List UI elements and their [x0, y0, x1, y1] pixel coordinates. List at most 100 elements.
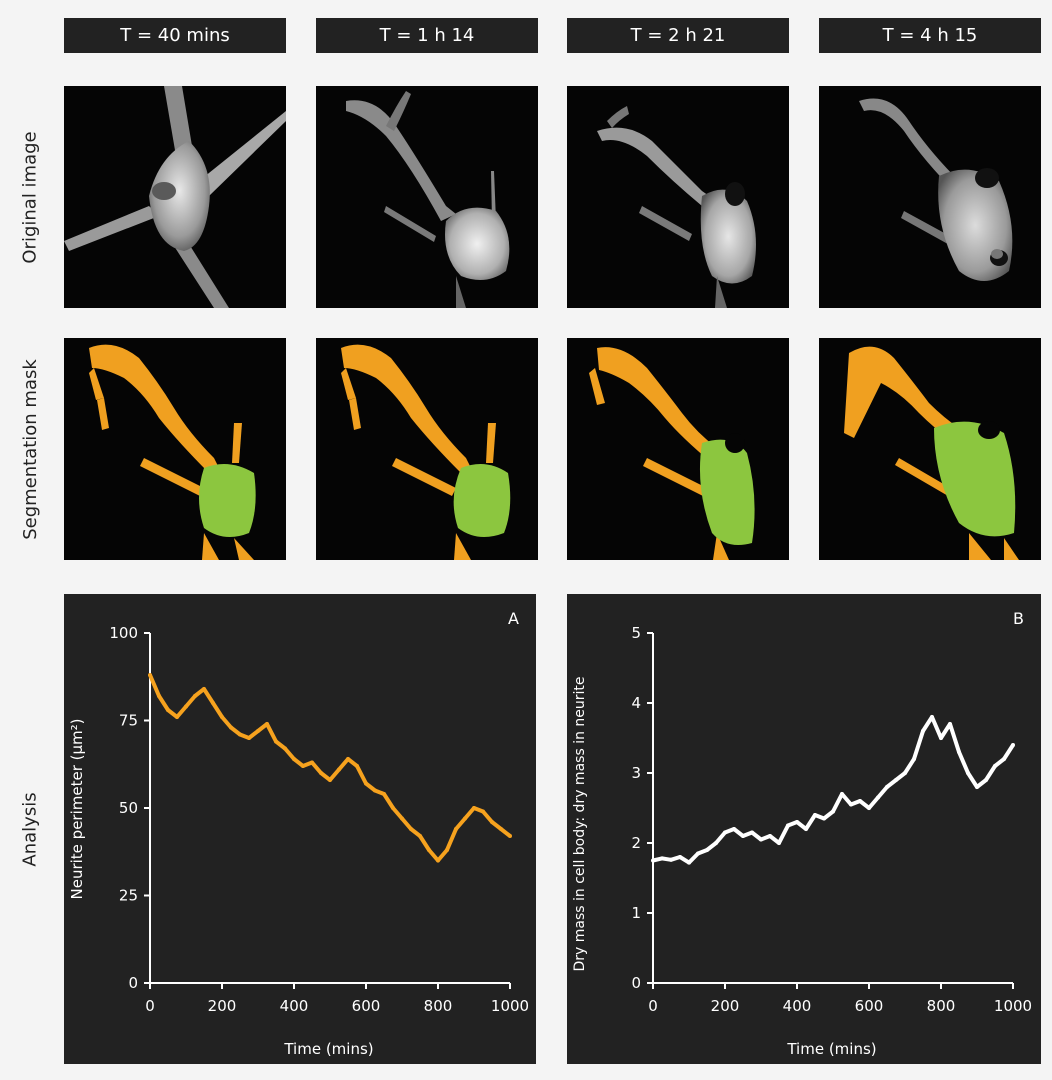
chart-b-data-point: [678, 855, 682, 859]
chart-b-data-point: [777, 841, 781, 845]
original-image-3: [567, 86, 789, 308]
segmentation-mask-1: [64, 338, 286, 560]
chart-b-ytick-label: 2: [631, 834, 641, 852]
chart-a-data-point: [148, 673, 152, 677]
chart-a-data-point: [229, 725, 233, 730]
chart-b-data-point: [993, 764, 997, 768]
chart-b-data-point: [939, 736, 943, 740]
chart-b-data-point: [948, 722, 952, 726]
chart-b-data-point: [714, 841, 718, 845]
chart-a-data-point: [508, 834, 512, 838]
chart-b-data-point: [975, 785, 979, 789]
chart-a-ytick-label: 0: [128, 974, 138, 992]
chart-b-data-point: [822, 816, 826, 821]
chart-a-ytick-label: 75: [119, 712, 138, 730]
chart-a-data-point: [427, 848, 431, 852]
chart-b-data-point: [966, 771, 970, 775]
chart-a-data-point: [337, 767, 341, 772]
column-header-1: T = 40 mins: [64, 18, 286, 53]
row-label-original: Original image: [19, 130, 41, 264]
chart-b-series-line: [652, 715, 1015, 865]
chart-b-data-point: [732, 827, 736, 831]
chart-b-data-point: [741, 834, 745, 838]
chart-b-data-point: [840, 792, 844, 796]
chart-b-data-point: [804, 827, 808, 831]
chart-a-data-point: [445, 848, 449, 852]
chart-a-data-point: [157, 694, 161, 698]
row-label-analysis: Analysis: [19, 791, 41, 867]
chart-a-xtick-label: 800: [424, 997, 453, 1015]
chart-b-ytick-label: 1: [631, 904, 641, 922]
chart-a-xtick-label: 0: [145, 997, 155, 1015]
chart-b-data-point: [687, 860, 691, 865]
chart-a-data-point: [166, 708, 170, 712]
chart-a-xlabel: Time (mins): [283, 1040, 373, 1058]
chart-b: B Time (mins) Dry mass in cell body: dry…: [567, 594, 1041, 1064]
chart-a-data-point: [319, 771, 323, 775]
chart-b-data-point: [921, 729, 925, 733]
chart-b-data-point: [894, 778, 898, 782]
chart-b-data-point: [660, 856, 664, 861]
chart-a-data-point: [436, 858, 440, 863]
segmentation-mask-4: [819, 338, 1041, 560]
chart-a-ytick-label: 25: [119, 887, 138, 905]
chart-b-xtick-label: 800: [927, 997, 956, 1015]
column-header-3: T = 2 h 21: [567, 18, 789, 53]
chart-b-xtick-label: 1000: [994, 997, 1032, 1015]
chart-a-data-point: [346, 757, 350, 761]
chart-a-data-point: [391, 806, 395, 810]
chart-a-data-point: [211, 701, 215, 705]
chart-a-data-point: [364, 781, 368, 786]
chart-b-data-point: [1011, 743, 1015, 747]
chart-a-data-point: [409, 827, 413, 831]
chart-a-data-point: [310, 760, 314, 765]
chart-a-data-point: [373, 788, 377, 793]
chart-a-data-point: [220, 715, 224, 719]
chart-b-xlabel: Time (mins): [786, 1040, 876, 1058]
chart-b-data-point: [750, 830, 754, 835]
chart-a-data-point: [247, 736, 251, 740]
column-header-2: T = 1 h 14: [316, 18, 538, 53]
chart-a-data-point: [256, 729, 260, 733]
row-label-mask: Segmentation mask: [19, 358, 41, 540]
chart-a-xtick-label: 600: [352, 997, 381, 1015]
chart-a-data-point: [355, 764, 359, 768]
chart-a-data-point: [193, 694, 197, 698]
chart-b-ylabel: Dry mass in cell body: dry mass in neuri…: [572, 676, 588, 971]
chart-a-data-point: [328, 778, 332, 782]
chart-a-data-point: [481, 809, 485, 814]
chart-a-series-line: [148, 674, 512, 863]
chart-a-data-point: [499, 827, 503, 831]
segmentation-mask-2: [316, 338, 538, 560]
original-image-2: [316, 86, 538, 308]
chart-a-data-point: [283, 746, 287, 751]
chart-b-data-point: [786, 823, 790, 828]
chart-b-data-point: [849, 802, 853, 807]
chart-a-data-point: [202, 687, 206, 691]
chart-b-data-point: [831, 809, 835, 814]
chart-b-data-point: [669, 857, 673, 862]
chart-a-data-point: [292, 757, 296, 761]
chart-b-data-point: [903, 771, 907, 775]
chart-b-xtick-label: 0: [648, 997, 658, 1015]
chart-a-data-point: [472, 806, 476, 810]
chart-a-panel-letter: A: [508, 609, 519, 628]
chart-a-data-point: [382, 792, 386, 796]
chart-a-data-point: [400, 816, 404, 821]
chart-b-xtick-label: 600: [855, 997, 884, 1015]
chart-a-data-point: [175, 715, 179, 719]
chart-b-xtick-label: 400: [783, 997, 812, 1015]
chart-a-data-point: [238, 732, 242, 737]
chart-a-data-point: [463, 816, 467, 821]
chart-a-data-point: [274, 739, 278, 744]
chart-a-data-point: [454, 827, 458, 831]
chart-a-xtick-label: 1000: [491, 997, 529, 1015]
chart-b-ytick-label: 4: [631, 694, 641, 712]
chart-a-ytick-label: 50: [119, 799, 138, 817]
original-image-1: [64, 86, 286, 308]
chart-a-data-point: [265, 722, 269, 726]
original-image-4: [819, 86, 1041, 308]
chart-a-ytick-label: 100: [109, 624, 138, 642]
column-header-4: T = 4 h 15: [819, 18, 1041, 53]
chart-b-data-point: [723, 830, 727, 835]
